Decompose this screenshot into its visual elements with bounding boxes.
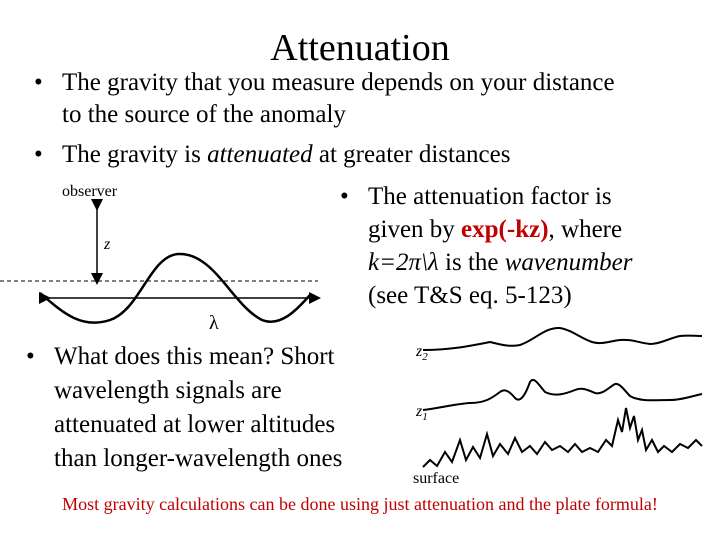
bullet-1-line-2: to the source of the anomaly xyxy=(62,101,346,128)
bullet-3-line-3: k=2π\λ is the wavenumber xyxy=(368,246,632,280)
bullet-3-line-1: The attenuation factor is xyxy=(368,183,612,210)
bullet-3-line-2-post: , where xyxy=(548,216,623,243)
observer-label: observer xyxy=(62,183,118,200)
bullet-3-line-3-mid: is the xyxy=(438,249,505,276)
bullet-dot: • xyxy=(34,69,43,96)
bullet-4-line-4: than longer-wavelength ones xyxy=(54,445,343,472)
wavenumber-term: wavenumber xyxy=(504,249,633,276)
bullet-1: • The gravity that you measure depends o… xyxy=(34,66,615,100)
bullet-2-post: at greater distances xyxy=(312,141,511,168)
profile-z2 xyxy=(422,326,703,351)
bullet-dot: • xyxy=(34,141,43,168)
bullet-2-emphasis: attenuated xyxy=(207,141,313,168)
footer-note: Most gravity calculations can be done us… xyxy=(62,494,658,514)
sine-wave xyxy=(39,252,311,324)
bullet-3-line-2-pre: given by xyxy=(368,216,462,243)
bullet-3: • The attenuation factor is xyxy=(340,180,612,214)
lambda-label: λ xyxy=(209,312,219,334)
profile-surface xyxy=(422,407,703,468)
bullet-4-line-2: wavelength signals are xyxy=(54,377,282,404)
bullet-3-line-4: (see T&S eq. 5-123) xyxy=(368,282,572,309)
wavenumber-formula: k=2π\λ xyxy=(368,249,439,276)
surface-label: surface xyxy=(413,470,460,487)
bullet-2-pre: The gravity is xyxy=(62,141,208,168)
z-label: z xyxy=(104,236,111,253)
z1-label: z1 xyxy=(416,403,428,424)
bullet-4-line-1: What does this mean? Short xyxy=(54,343,335,370)
bullet-1-line-1: The gravity that you measure depends on … xyxy=(62,69,615,96)
bullet-2: • The gravity is attenuated at greater d… xyxy=(34,138,511,172)
slide-title: Attenuation xyxy=(270,27,450,69)
bullet-dot: • xyxy=(26,343,35,370)
bullet-3-line-2: given by exp(-kz), where xyxy=(368,213,622,247)
bullet-4-line-3: attenuated at lower altitudes xyxy=(54,411,336,438)
attenuation-formula: exp(-kz) xyxy=(461,216,549,243)
profile-z1 xyxy=(422,378,703,411)
bullet-dot: • xyxy=(340,183,349,210)
bullet-4: • What does this mean? Short xyxy=(26,340,335,374)
z2-label: z2 xyxy=(416,343,428,364)
